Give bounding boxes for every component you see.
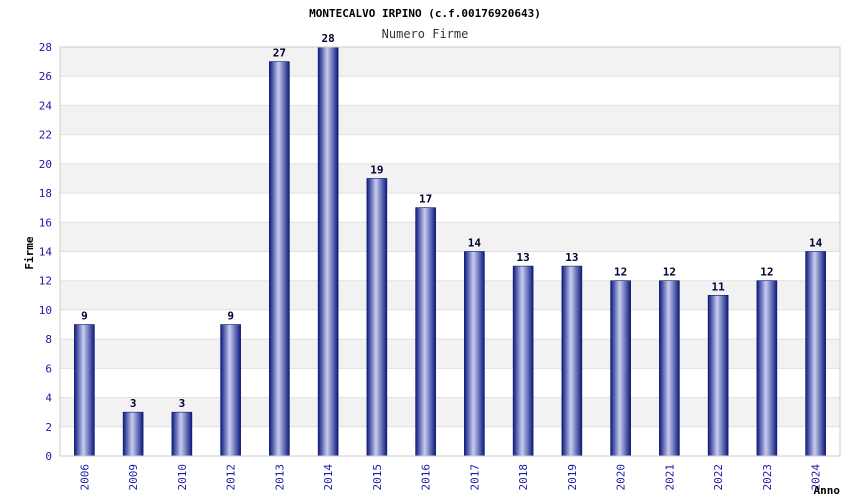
x-tick-label: 2017 <box>468 464 481 491</box>
x-tick-label: 2009 <box>127 464 140 491</box>
x-tick-label: 2023 <box>761 464 774 491</box>
x-tick-label: 2013 <box>273 464 286 491</box>
bar <box>464 251 485 457</box>
bar-value-label: 11 <box>712 280 726 293</box>
x-tick-label: 2006 <box>78 464 91 491</box>
x-tick-label: 2019 <box>566 464 579 491</box>
y-tick-label: 26 <box>39 70 52 83</box>
bar <box>561 265 583 457</box>
bar-value-label: 12 <box>614 266 627 279</box>
x-tick-label: 2022 <box>712 464 725 491</box>
y-tick-label: 20 <box>39 158 52 171</box>
bar <box>366 178 388 457</box>
bar-value-label: 28 <box>322 32 335 45</box>
y-tick-label: 10 <box>39 304 52 317</box>
y-tick-label: 4 <box>45 392 52 405</box>
bar-value-label: 17 <box>419 193 432 206</box>
bar <box>659 280 680 457</box>
bar <box>317 46 339 457</box>
bar-value-label: 3 <box>179 397 186 410</box>
bar <box>220 324 241 457</box>
bar-value-label: 12 <box>663 266 676 279</box>
y-tick-label: 16 <box>39 216 52 229</box>
bar-value-label: 19 <box>370 163 383 176</box>
y-tick-label: 24 <box>39 99 53 112</box>
x-tick-label: 2021 <box>663 464 676 491</box>
x-tick-label: 2010 <box>176 464 189 491</box>
bar-value-label: 12 <box>760 266 773 279</box>
bar-value-label: 14 <box>468 237 482 250</box>
x-axis-ticks: 2006 2009 2010 2012 2013 2014 2015 2016 2017 2018… <box>78 464 822 491</box>
grid-band <box>60 163 840 194</box>
y-tick-label: 12 <box>39 275 52 288</box>
bar <box>512 265 534 457</box>
bar <box>415 207 436 457</box>
bar <box>122 411 144 457</box>
x-tick-label: 2012 <box>225 464 238 491</box>
grid-band <box>60 105 840 135</box>
chart-subtitle: Numero Firme <box>382 27 469 41</box>
plot-frame <box>59 46 841 457</box>
bar <box>756 280 778 457</box>
bar <box>707 295 729 457</box>
bar <box>610 280 631 457</box>
bar-value-label: 9 <box>81 310 88 323</box>
bar <box>805 251 826 457</box>
y-tick-label: 0 <box>45 450 52 463</box>
x-tick-label: 2016 <box>420 464 433 491</box>
y-tick-label: 6 <box>45 362 52 375</box>
bars <box>74 46 826 457</box>
bar <box>171 411 193 457</box>
bar-value-label: 27 <box>273 47 286 60</box>
x-axis-label: Anno <box>814 484 841 497</box>
y-tick-label: 22 <box>39 129 52 142</box>
y-tick-label: 2 <box>45 421 52 434</box>
x-tick-label: 2015 <box>371 464 384 491</box>
x-tick-label: 2018 <box>517 464 530 491</box>
y-axis-label: Firme <box>23 236 36 269</box>
grid-band <box>60 222 840 252</box>
y-tick-label: 8 <box>45 333 52 346</box>
x-tick-label: 2024 <box>810 464 823 491</box>
bar <box>269 61 290 457</box>
bar <box>74 324 95 457</box>
bar-value-label: 9 <box>227 310 234 323</box>
data-labels: 9 3 3 9 27 28 19 17 14 13 13 12 12 11 12 14 <box>81 32 823 410</box>
bar-value-label: 13 <box>565 251 578 264</box>
bar-value-label: 3 <box>130 397 137 410</box>
y-tick-label: 14 <box>39 246 53 259</box>
grid-band <box>60 47 840 77</box>
y-tick-label: 28 <box>39 41 52 54</box>
bar-value-label: 14 <box>809 237 823 250</box>
bar-value-label: 13 <box>517 251 530 264</box>
chart-title: MONTECALVO IRPINO (c.f.00176920643) <box>309 7 541 20</box>
x-tick-label: 2014 <box>322 464 335 491</box>
y-tick-label: 18 <box>39 187 52 200</box>
x-tick-label: 2020 <box>615 464 628 491</box>
